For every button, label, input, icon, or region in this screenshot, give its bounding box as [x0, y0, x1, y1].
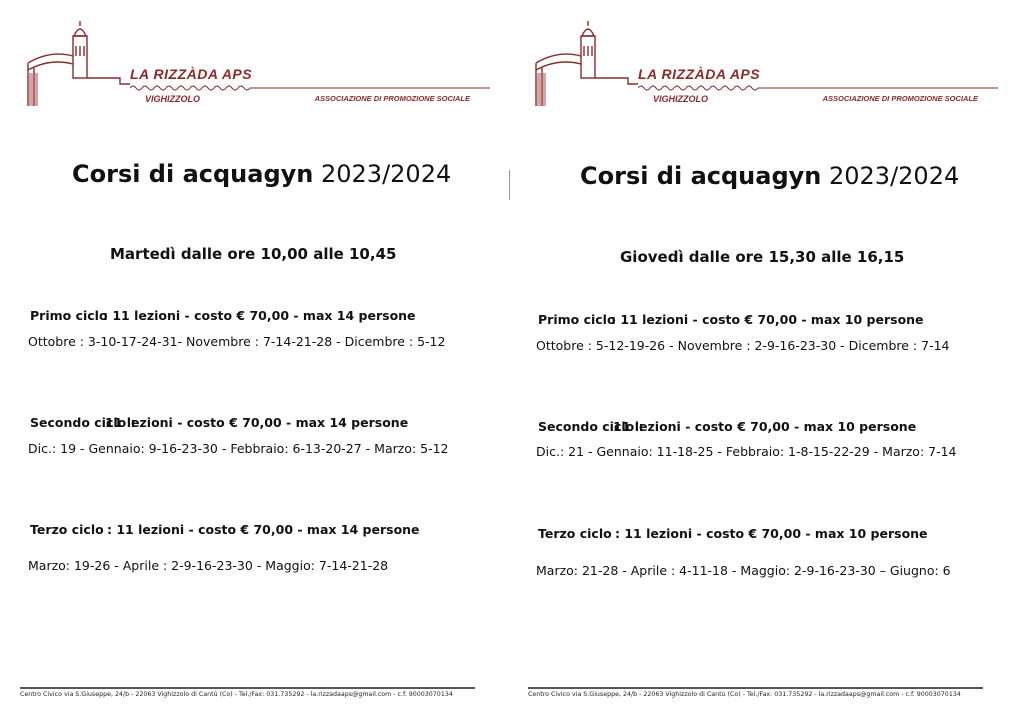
cycle-info: : 11 lezioni - costo € 70,00 - max 10 pe…	[615, 526, 928, 541]
footer-divider	[528, 687, 983, 689]
page-separator	[509, 170, 510, 200]
page-title: Corsi di acquagyn 2023/2024	[580, 162, 960, 190]
cycle-name: Secondo ciclo :	[30, 415, 136, 430]
wavy-line	[130, 85, 490, 91]
cycle-name: Terzo ciclo	[538, 526, 612, 541]
logo: LA RIZZÀDA APS VIGHIZZOLO ASSOCIAZIONE D…	[20, 18, 490, 108]
cycle-dates: Marzo: 19-26 - Aprile : 2-9-16-23-30 - M…	[28, 558, 389, 573]
org-town: VIGHIZZOLO	[653, 94, 708, 104]
org-name: LA RIZZÀDA APS	[130, 66, 253, 82]
schedule: Giovedì dalle ore 15,30 alle 16,15	[620, 248, 905, 266]
cycle-dates: Marzo: 21-28 - Aprile : 4-11-18 - Maggio…	[536, 563, 951, 578]
cycle-dates: Ottobre : 5-12-19-26 - Novembre : 2-9-16…	[536, 338, 950, 353]
cycle-info: 11 lezioni - costo € 70,00 - max 14 pers…	[105, 415, 409, 430]
footer-address: Centro Civico via S.Giuseppe, 24/b - 220…	[528, 691, 961, 698]
cycle-info: : 11 lezioni - costo € 70,00 - max 14 pe…	[103, 308, 416, 323]
flyer-tuesday: LA RIZZÀDA APS VIGHIZZOLO ASSOCIAZIONE D…	[0, 0, 505, 723]
cycle-name: Terzo ciclo	[30, 522, 104, 537]
bell-tower-logo-icon	[27, 21, 130, 106]
cycle-info: : 11 lezioni - costo € 70,00 - max 10 pe…	[611, 312, 924, 327]
footer-address: Centro Civico via S.Giuseppe, 24/b - 220…	[20, 691, 453, 698]
flyer-thursday: LA RIZZÀDA APS VIGHIZZOLO ASSOCIAZIONE D…	[508, 0, 1013, 723]
cycle-name: Secondo ciclo :	[538, 419, 644, 434]
cycle-name: Primo ciclo	[30, 308, 108, 323]
cycle-dates: Dic.: 21 - Gennaio: 11-18-25 - Febbraio:…	[536, 444, 957, 459]
org-tagline: ASSOCIAZIONE DI PROMOZIONE SOCIALE	[314, 94, 470, 103]
cycle-dates: Dic.: 19 - Gennaio: 9-16-23-30 - Febbrai…	[28, 441, 449, 456]
bell-tower-logo-icon	[535, 21, 638, 106]
org-town: VIGHIZZOLO	[145, 94, 200, 104]
org-tagline: ASSOCIAZIONE DI PROMOZIONE SOCIALE	[822, 94, 978, 103]
cycle-info: 11 lezioni - costo € 70,00 - max 10 pers…	[613, 419, 917, 434]
footer-divider	[20, 687, 475, 689]
page-title: Corsi di acquagyn 2023/2024	[72, 160, 452, 188]
cycle-dates: Ottobre : 3-10-17-24-31- Novembre : 7-14…	[28, 334, 446, 349]
wavy-line	[638, 85, 998, 91]
logo: LA RIZZÀDA APS VIGHIZZOLO ASSOCIAZIONE D…	[528, 18, 998, 108]
cycle-name: Primo ciclo	[538, 312, 616, 327]
cycle-info: : 11 lezioni - costo € 70,00 - max 14 pe…	[107, 522, 420, 537]
org-name: LA RIZZÀDA APS	[638, 66, 761, 82]
schedule: Martedì dalle ore 10,00 alle 10,45	[110, 245, 397, 263]
